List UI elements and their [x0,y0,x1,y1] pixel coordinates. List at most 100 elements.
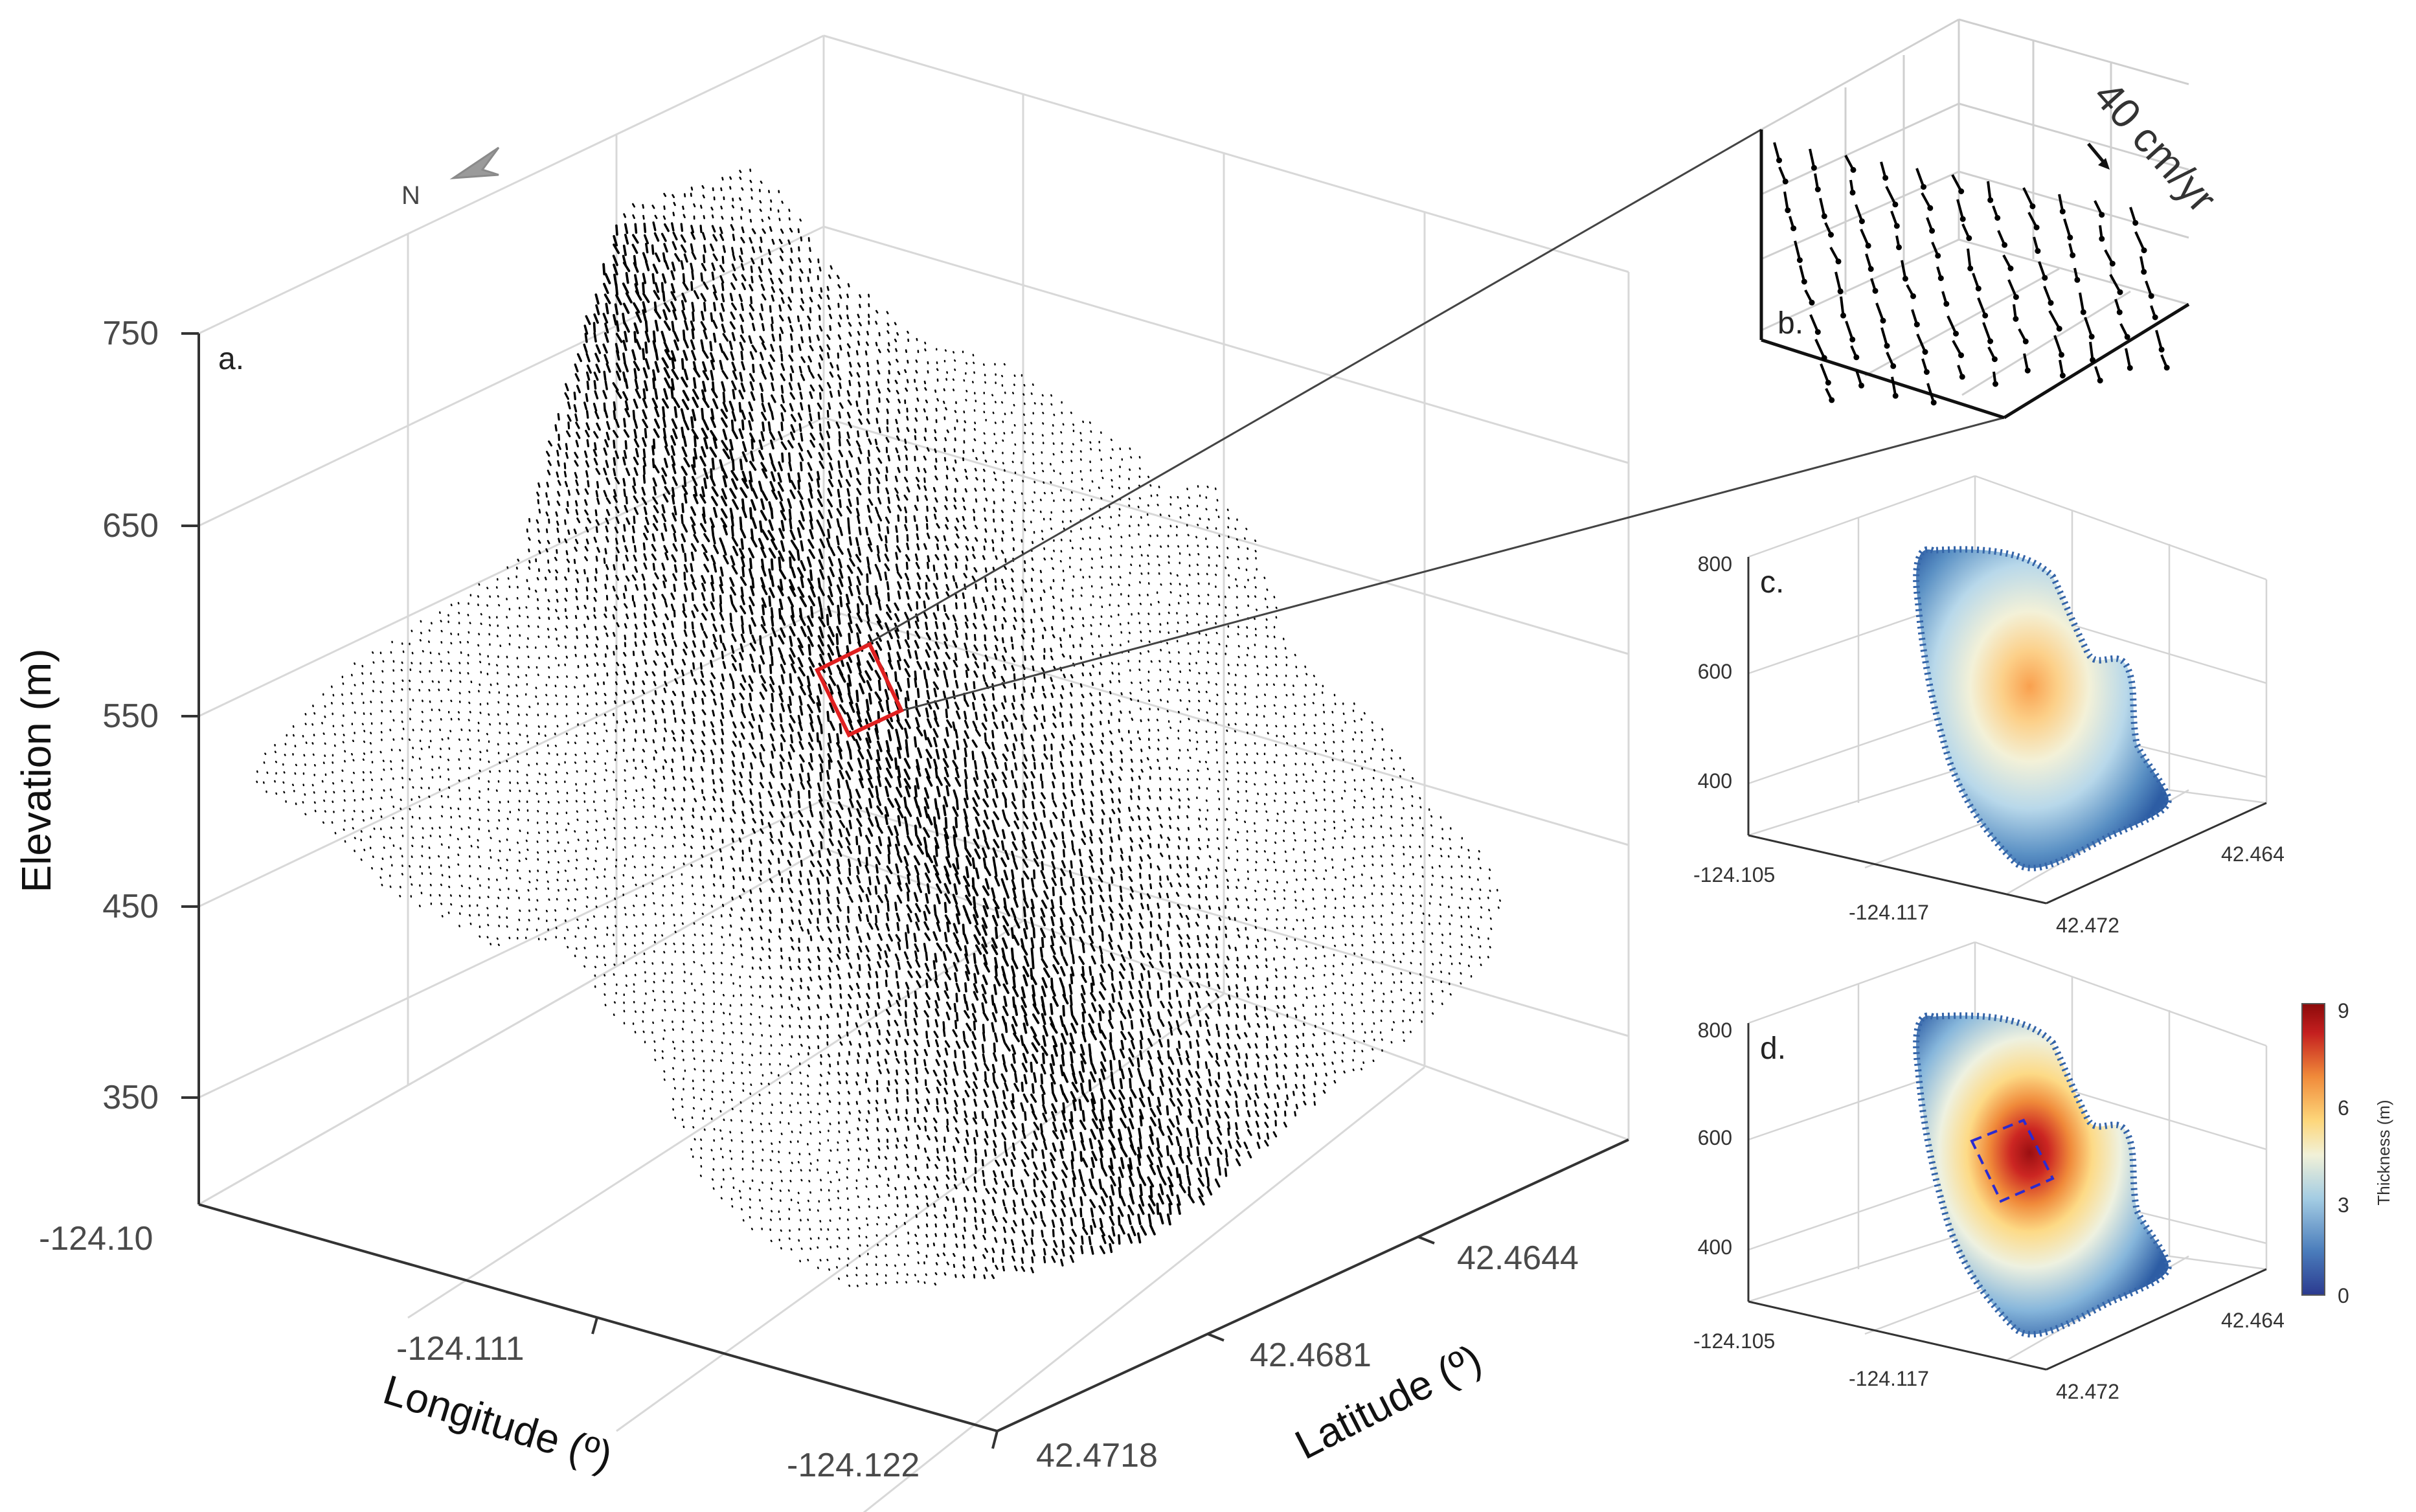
velocity-point-205 [660,282,664,293]
velocity-point-2142 [923,600,927,609]
velocity-point-3185 [635,709,637,714]
velocity-point-1345 [788,508,792,521]
velocity-point-4011 [788,783,793,791]
velocity-point-1480 [671,524,677,534]
velocity-point-243 [771,294,775,302]
velocity-point-714 [654,406,660,418]
velocity-point-4035 [1023,782,1028,791]
velocity-point-1956 [761,585,768,596]
velocity-point-1776 [575,569,579,574]
velocity-point-4147 [953,789,958,800]
velocity-point-2093 [450,604,453,607]
velocity-point-1130 [683,476,687,488]
velocity-point-2485 [769,646,773,657]
velocity-point-261 [664,302,671,313]
velocity-point-4589 [752,828,756,834]
velocity-point-1504 [904,524,908,532]
velocity-point-4507 [1069,820,1072,828]
velocity-point-636 [905,387,909,392]
velocity-point-4594 [798,831,802,839]
velocity-point-2290 [651,620,656,627]
velocity-point-3908 [943,767,949,778]
velocity-point-2187 [518,615,521,617]
velocity-point-1706 [651,553,657,561]
velocity-point-709 [604,409,609,418]
velocity-point-836 [769,431,776,440]
velocity-point-1685 [1197,545,1199,547]
velocity-point-3451 [1043,734,1047,741]
velocity-point-441 [800,356,806,363]
velocity-point-410 [857,341,861,346]
velocity-point-387 [635,338,642,350]
velocity-point-4394 [1090,809,1094,816]
velocity-point-1403 [645,517,649,525]
velocity-point-170 [799,268,804,274]
velocity-point-4132 [807,790,811,799]
velocity-point-1660 [954,543,959,548]
velocity-point-122 [759,246,762,253]
velocity-point-958 [818,452,824,460]
velocity-point-4723 [934,837,940,849]
velocity-point-362 [722,333,729,342]
velocity-point-3085 [721,702,725,710]
velocity-point-3106 [926,700,932,710]
velocity-point-4712 [828,838,834,846]
velocity-point-3114 [1001,702,1006,710]
velocity-point-4415 [1294,809,1296,812]
velocity-point-1280 [848,498,852,507]
velocity-point-344 [868,320,870,325]
velocity-point-4686 [577,839,580,841]
velocity-point-3467 [1195,731,1198,734]
velocity-point-630 [846,390,850,397]
velocity-point-4597 [828,828,832,837]
velocity-point-1268 [732,499,739,510]
velocity-point-1123 [614,477,620,485]
velocity-point-1025 [877,457,883,464]
velocity-point-73 [680,223,684,232]
velocity-point-379 [886,330,890,334]
velocity-point-442 [807,355,812,363]
velocity-point-2729 [1266,666,1269,669]
velocity-point-1820 [1003,565,1007,570]
velocity-point-685 [886,398,890,403]
velocity-point-725 [761,411,767,421]
velocity-point-2692 [903,659,910,668]
velocity-point-4729 [993,839,1000,849]
velocity-point-790 [866,418,870,425]
velocity-point-2218 [818,616,826,627]
velocity-point-4740 [1098,837,1103,844]
velocity-point-1711 [703,552,709,561]
velocity-point-2676 [751,663,756,673]
velocity-point-2271 [469,622,471,624]
velocity-point-36 [693,203,696,208]
velocity-point-1658 [936,543,940,550]
velocity-point-951 [750,450,754,462]
velocity-point-1585 [965,536,969,541]
velocity-point-2055 [916,591,921,599]
velocity-point-2795 [933,668,939,677]
velocity-point-662 [662,398,670,409]
velocity-point-4474 [752,818,756,824]
velocity-point-2333 [1070,625,1074,629]
velocity-point-671 [748,401,754,412]
velocity-point-611 [663,388,668,400]
velocity-point-482 [790,365,795,374]
velocity-point-2870 [674,678,679,684]
velocity-point-3672 [942,748,947,759]
velocity-point-1315 [1188,496,1191,499]
velocity-point-937 [615,450,619,459]
velocity-point-544 [954,368,956,371]
velocity-point-4125 [738,790,743,796]
velocity-point-3565 [1031,745,1035,752]
velocity-point-1198 [721,488,727,500]
velocity-point-2241 [1040,618,1044,622]
velocity-point-1304 [1082,498,1085,501]
velocity-point-4372 [876,805,883,815]
velocity-point-2224 [875,614,882,624]
velocity-point-563 [670,378,675,390]
velocity-point-670 [738,401,742,413]
velocity-point-366 [759,335,765,344]
velocity-point-3794 [994,760,999,769]
velocity-point-2392 [769,636,774,647]
velocity-point-4958 [971,857,976,870]
